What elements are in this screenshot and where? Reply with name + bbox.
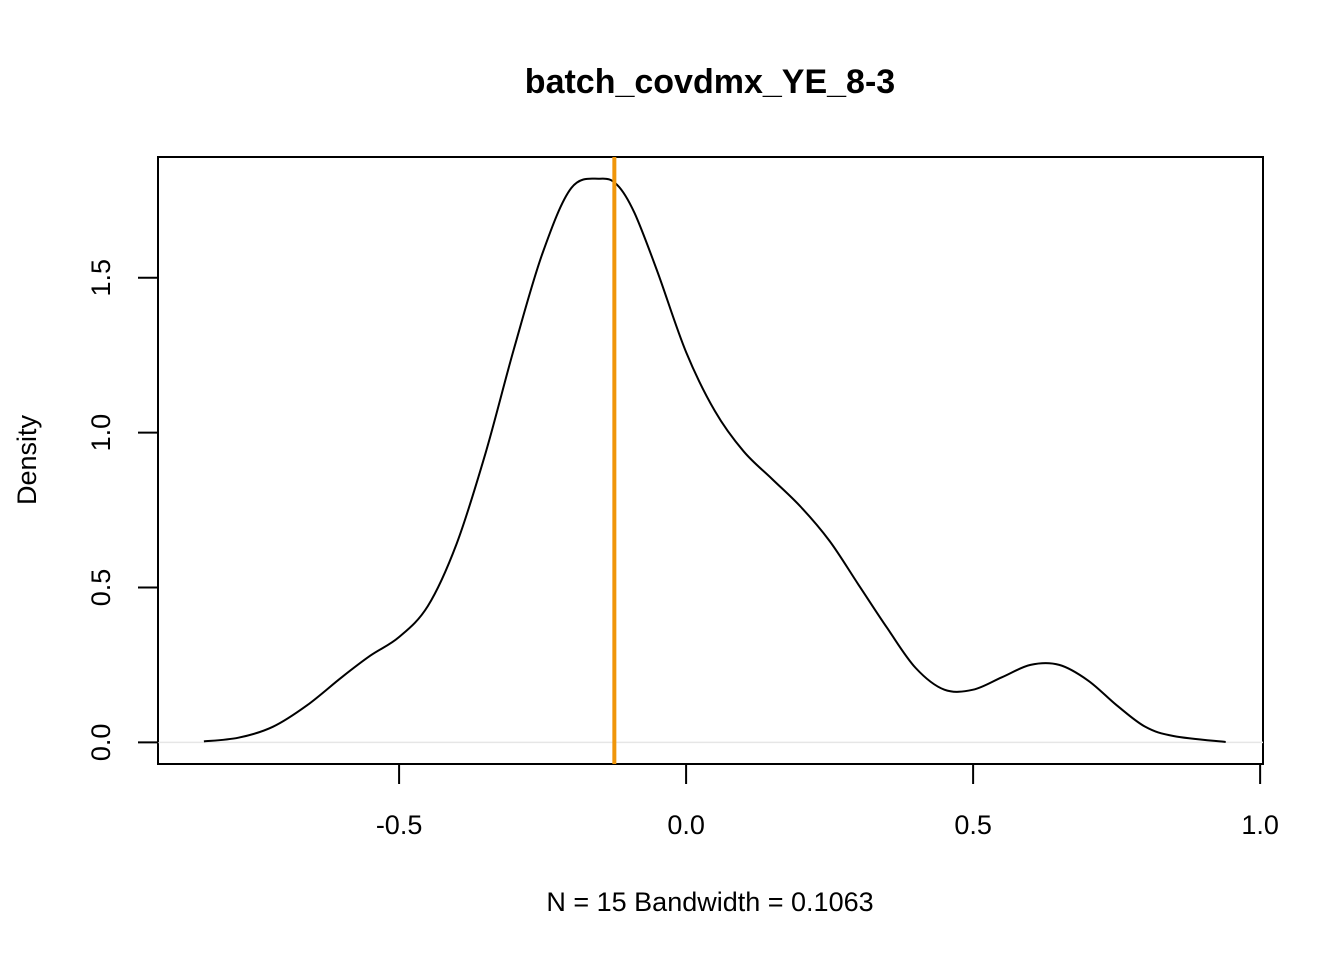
x-axis: -0.5 0.0 0.5 1.0 [376,763,1279,840]
y-tick-label: 1.5 [86,259,116,297]
y-axis: 0.0 0.5 1.0 1.5 [86,259,159,762]
y-axis-label: Density [12,414,42,505]
y-tick-label: 0.5 [86,569,116,607]
plot-frame [157,156,1264,765]
x-tick-label: 1.0 [1241,810,1279,840]
x-tick-label: -0.5 [376,810,423,840]
x-tick-label: 0.5 [954,810,992,840]
y-tick-label: 0.0 [86,724,116,762]
x-tick-label: 0.0 [667,810,705,840]
x-axis-label: N = 15 Bandwidth = 0.1063 [546,887,873,917]
chart-title: batch_covdmx_YE_8-3 [525,63,895,101]
density-curve [203,177,1226,743]
y-tick-label: 1.0 [86,414,116,452]
